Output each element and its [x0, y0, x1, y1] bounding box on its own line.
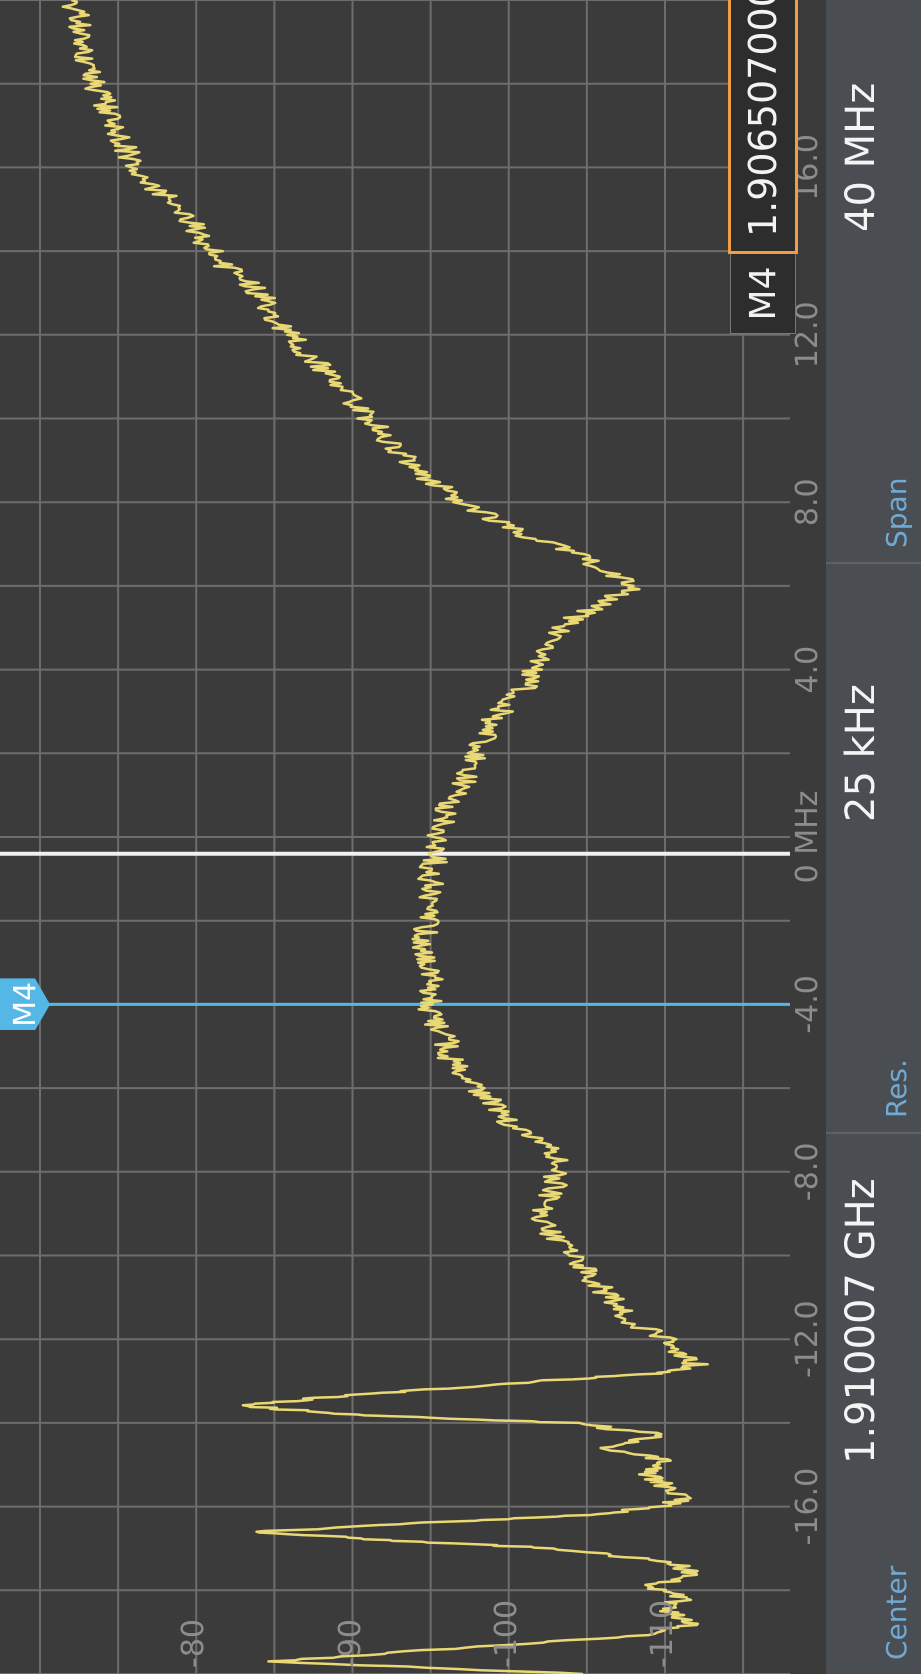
span-value[interactable]: 40 MHz: [838, 82, 884, 232]
y-tick-label: -80: [176, 1619, 212, 1668]
center-label: Center: [880, 1565, 913, 1660]
marker-flag-label: M4: [7, 981, 43, 1027]
center-value[interactable]: 1.910007 GHz: [838, 1178, 884, 1464]
spectrum-plot[interactable]: -16.0 -12.0 -8.0 -4.0 0 MHz 4.0 8.0 12.0 16.0 -8…: [0, 0, 826, 1674]
res-label: Res.: [880, 1059, 913, 1118]
x-tick-label: 8.0: [790, 478, 825, 527]
x-tick-label: -4.0: [790, 975, 825, 1034]
x-tick-label: -8.0: [790, 1142, 825, 1202]
marker-readout[interactable]: M4 1.906507000 GHz: [720, 0, 806, 334]
y-tick-label: -110: [645, 1599, 680, 1668]
span-label: Span: [880, 477, 913, 548]
res-cell[interactable]: Res. 25 kHz: [826, 564, 921, 1134]
spectrum-trace: [61, 0, 709, 1674]
x-tick-label: 0 MHz: [790, 790, 825, 884]
span-cell[interactable]: Span 40 MHz: [826, 0, 921, 564]
y-tick-label: -100: [488, 1599, 524, 1668]
x-tick-label: 4.0: [790, 645, 825, 694]
spectrum-svg: [0, 0, 790, 1674]
center-cell[interactable]: Center 1.910007 GHz: [826, 1134, 921, 1674]
x-tick-label: -16.0: [790, 1467, 825, 1546]
y-tick-label: -90: [332, 1619, 368, 1668]
status-bar: Center 1.910007 GHz Res. 25 kHz Span 40 …: [826, 0, 921, 1674]
x-tick-label: -12.0: [790, 1300, 825, 1379]
marker-readout-label: M4: [730, 254, 796, 334]
marker-readout-value[interactable]: 1.906507000 GHz: [728, 0, 798, 254]
res-value[interactable]: 25 kHz: [838, 684, 884, 822]
